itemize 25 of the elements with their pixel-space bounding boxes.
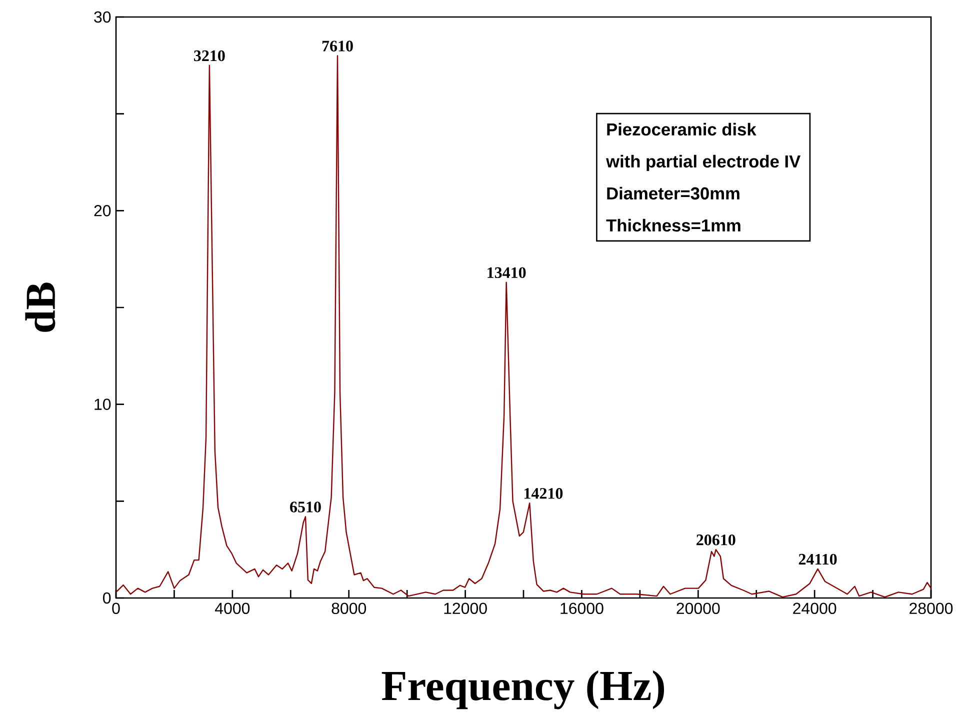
annotation: 7610 [322, 40, 353, 52]
y-axis-title: dB [25, 282, 56, 332]
annotation: 13410 [488, 267, 526, 278]
annotation: 3210 [194, 50, 225, 62]
y-tick-label: 0 [103, 592, 111, 604]
annotation: Diameter=30mm [607, 186, 740, 200]
x-tick-label: 12000 [444, 602, 487, 614]
y-tick-label: 30 [94, 11, 111, 23]
x-tick-label: 4000 [215, 602, 250, 614]
x-tick-label: 0 [112, 602, 120, 614]
x-axis-title: Frequency (Hz) [382, 670, 664, 710]
y-tick-label: 10 [94, 398, 111, 410]
annotation: Piezoceramic disk [607, 122, 756, 136]
annotation: 6510 [290, 502, 321, 512]
x-tick-label: 20000 [676, 602, 720, 614]
x-tick-label: 16000 [560, 602, 604, 614]
annotation: 14210 [524, 488, 563, 499]
x-tick-label: 8000 [332, 602, 366, 614]
annotation: 20610 [696, 534, 736, 546]
x-tick-label: 28000 [910, 602, 953, 614]
annotation: Thickness=1mm [606, 218, 740, 232]
annotation: 24110 [798, 554, 837, 565]
y-tick-label: 20 [94, 205, 111, 216]
x-tick-label: 24000 [793, 602, 836, 614]
annotation: with partial electrode IV [606, 154, 800, 172]
